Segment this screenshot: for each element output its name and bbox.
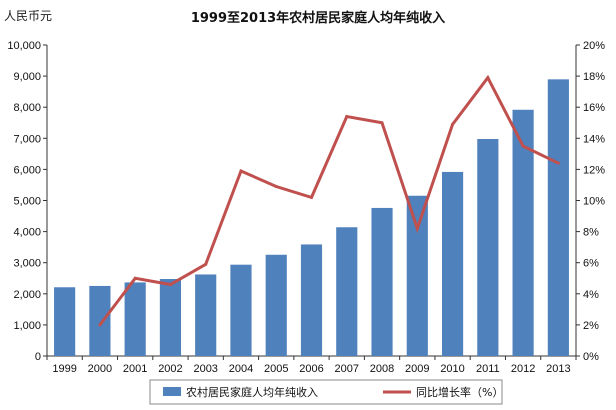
point-growth-rate xyxy=(310,195,313,199)
x-tick-label: 2010 xyxy=(440,363,464,375)
point-growth-rate xyxy=(451,122,455,126)
y-tick-label: 1,000 xyxy=(13,320,41,332)
point-growth-rate xyxy=(168,282,172,286)
y-tick-label: 9,000 xyxy=(13,71,41,83)
bar-income xyxy=(547,79,569,356)
point-growth-rate xyxy=(274,185,278,189)
y-tick-label: 10,000 xyxy=(7,40,41,52)
y2-tick-label: 0% xyxy=(583,351,599,363)
chart-title: 1999至2013年农村居民家庭人均年纯收入 xyxy=(191,10,445,26)
point-growth-rate xyxy=(556,161,560,165)
bar-income xyxy=(54,287,76,356)
y-tick-label: 8,000 xyxy=(13,102,41,114)
x-tick-label: 2009 xyxy=(405,363,429,375)
bar-income xyxy=(406,195,428,356)
x-tick-label: 2004 xyxy=(229,363,253,375)
bar-income xyxy=(230,264,252,356)
bar-income xyxy=(336,227,358,356)
x-tick-label: 2002 xyxy=(158,363,182,375)
y2-tick-label: 16% xyxy=(583,102,605,114)
x-tick-label: 2012 xyxy=(511,363,535,375)
y-tick-label: 2,000 xyxy=(13,289,41,301)
x-tick-label: 2008 xyxy=(370,363,394,375)
point-growth-rate xyxy=(521,144,525,148)
x-tick-label: 2006 xyxy=(299,363,323,375)
y2-tick-label: 8% xyxy=(583,227,599,239)
x-tick-label: 2007 xyxy=(335,363,359,375)
y2-tick-label: 14% xyxy=(583,133,605,145)
y-tick-label: 7,000 xyxy=(13,133,41,145)
y-tick-label: 6,000 xyxy=(13,164,41,176)
point-growth-rate xyxy=(98,323,102,327)
line-growth-rate xyxy=(98,74,560,326)
x-tick-label: 2013 xyxy=(546,363,570,375)
point-growth-rate xyxy=(415,226,419,230)
y-tick-label: 4,000 xyxy=(13,227,41,239)
bar-income xyxy=(441,171,464,356)
plot-area: 0 1,000 2,000 3,000 4,000 5,000 6,000 7,000 8,00… xyxy=(7,40,605,375)
bar-income xyxy=(195,274,217,356)
point-growth-rate xyxy=(204,262,208,266)
x-tick-label: 2011 xyxy=(476,363,500,375)
x-tick-label: 2005 xyxy=(264,363,288,375)
legend-swatch-income xyxy=(163,387,181,396)
bar-income xyxy=(159,278,182,356)
bar-income xyxy=(89,285,111,356)
point-growth-rate xyxy=(486,76,490,80)
point-growth-rate xyxy=(239,169,243,173)
y2-tick-label: 12% xyxy=(583,164,605,176)
point-growth-rate xyxy=(380,121,384,125)
x-tick-label: 2000 xyxy=(88,363,112,375)
y-tick-label: 3,000 xyxy=(13,258,41,270)
legend-box xyxy=(149,379,503,405)
bar-income xyxy=(124,282,146,356)
legend-label-income: 农村居民家庭人均年纯收入 xyxy=(186,385,318,399)
point-growth-rate xyxy=(345,115,349,119)
y2-tick-label: 10% xyxy=(583,196,605,208)
bar-income xyxy=(512,109,534,356)
bar-income xyxy=(477,139,499,356)
y-tick-label: 0 xyxy=(35,351,41,363)
legend-label-growth: 同比增长率（%） xyxy=(416,385,503,399)
y-tick-label: 5,000 xyxy=(13,196,41,208)
y2-tick-label: 2% xyxy=(583,320,599,332)
y2-tick-label: 18% xyxy=(583,71,605,83)
bar-income xyxy=(265,254,287,356)
x-tick-label: 2003 xyxy=(193,363,217,375)
y2-tick-label: 20% xyxy=(583,40,605,52)
x-tick-label: 2001 xyxy=(123,363,147,375)
bar-income xyxy=(300,244,323,356)
x-tick-label: 1999 xyxy=(52,363,76,375)
y-axis-unit-label: 人民币元 xyxy=(4,9,52,23)
point-growth-rate xyxy=(133,276,137,280)
y2-tick-label: 4% xyxy=(583,289,599,301)
bar-income xyxy=(371,207,393,356)
y2-tick-label: 6% xyxy=(583,258,599,270)
